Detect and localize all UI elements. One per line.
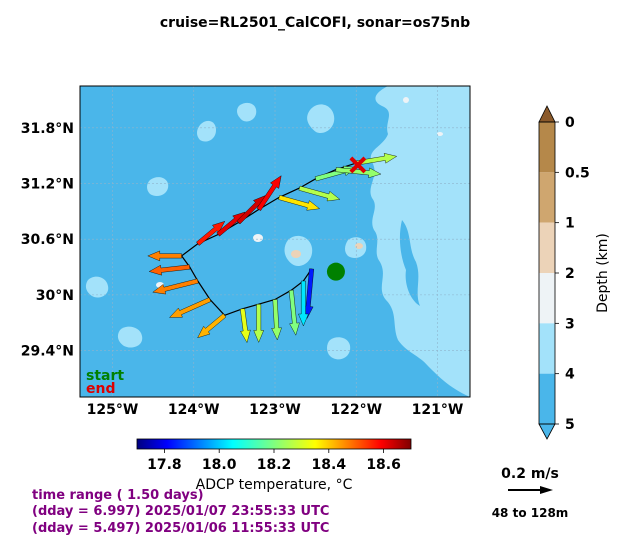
- temp-tick-label: 18.6: [366, 457, 401, 473]
- depth-colorbar-segment: [539, 122, 555, 173]
- temperature-colorbar-ticks: 17.8 18.0 18.2 18.4 18.6: [147, 449, 401, 473]
- chart-title: cruise=RL2501_CalCOFI, sonar=os75nb: [160, 15, 470, 31]
- depth-colorbar-segment: [539, 222, 555, 273]
- seamount-1: [291, 250, 301, 258]
- velocity-arrow: [147, 250, 182, 262]
- temperature-colorbar-label: ADCP temperature, °C: [196, 477, 353, 493]
- lat-tick-label: 30.6°N: [21, 232, 74, 248]
- velocity-arrow: [169, 297, 212, 318]
- time-info: time range ( 1.50 days) (dday = 6.997) 2…: [32, 488, 329, 536]
- bathymetry-patch-nw: [197, 120, 216, 142]
- legend-end: end: [86, 381, 115, 397]
- scale-arrow-key: 0.2 m/s 48 to 128m: [492, 466, 569, 520]
- depth-tick-label: 1: [565, 216, 575, 232]
- depth-colorbar-segment: [539, 323, 555, 374]
- seamount-5: [437, 132, 443, 136]
- depth-colorbar-segment: [539, 172, 555, 223]
- bathymetry-patch-west: [85, 276, 109, 298]
- scale-arrow: [508, 486, 553, 494]
- lon-tick-label: 123°W: [249, 402, 301, 418]
- depth-colorbar-ticks: 0 0.5 1 2 3 4 5: [555, 115, 590, 433]
- temp-tick-label: 18.0: [202, 457, 237, 473]
- temp-tick-label: 17.8: [147, 457, 182, 473]
- bathymetry-patch-s: [327, 337, 351, 360]
- time-range-line: time range ( 1.50 days): [32, 488, 204, 503]
- lat-tick-label: 29.4°N: [21, 344, 74, 360]
- map-data-layer: [147, 153, 398, 344]
- velocity-arrow: [335, 167, 382, 179]
- depth-colorbar-top-extend: [538, 105, 556, 123]
- depth-colorbar: 0 0.5 1 2 3 4 5 Depth (km): [538, 105, 611, 440]
- lon-tick-label: 122°W: [330, 402, 382, 418]
- bathymetry-patch-n2: [237, 102, 257, 122]
- depth-tick-label: 3: [565, 316, 575, 332]
- bathymetry-ridge-east: [399, 220, 420, 306]
- bathymetry-patch-north: [307, 104, 335, 134]
- time-start-line: (dday = 5.497) 2025/01/06 11:55:33 UTC: [32, 521, 329, 536]
- lon-tick-labels: 125°W 124°W 123°W 122°W 121°W: [87, 402, 464, 418]
- end-marker: [349, 156, 367, 174]
- velocity-arrow: [288, 289, 300, 336]
- map-grid: [80, 86, 470, 397]
- depth-colorbar-segment: [539, 373, 555, 424]
- bathymetry-patch-c: [147, 177, 169, 196]
- velocity-arrow: [240, 308, 251, 344]
- velocity-arrow: [196, 220, 226, 246]
- velocity-arrow: [271, 299, 282, 341]
- depth-tick-label: 5: [565, 417, 575, 433]
- temperature-colorbar-gradient: [136, 438, 412, 450]
- bathymetry-patch-e2: [345, 237, 367, 258]
- velocity-arrow: [253, 304, 264, 343]
- velocity-arrow: [298, 185, 341, 202]
- temp-tick-label: 18.2: [257, 457, 292, 473]
- velocity-arrow: [256, 175, 282, 211]
- depth-tick-label: 2: [565, 266, 575, 282]
- temperature-colorbar: 17.8 18.0 18.2 18.4 18.6 ADCP temperature, °…: [136, 438, 412, 493]
- velocity-arrow: [278, 195, 321, 211]
- depth-tick-label: 0: [565, 115, 575, 131]
- seamount-3: [253, 234, 263, 242]
- depth-tick-label: 0.5: [565, 165, 590, 181]
- lat-tick-labels: 31.8°N 31.2°N 30.6°N 30°N 29.4°N: [21, 121, 74, 360]
- bathymetry-shapes: [85, 86, 470, 397]
- velocity-arrow: [197, 313, 227, 339]
- seamount-4: [403, 97, 409, 103]
- depth-tick-label: 4: [565, 367, 575, 383]
- lat-tick-label: 31.8°N: [21, 121, 74, 137]
- map-frame: [79, 85, 471, 398]
- lat-tick-label: 30°N: [36, 288, 74, 304]
- bathymetry-shelf-east: [370, 86, 470, 397]
- scale-arrow-depth-range: 48 to 128m: [492, 506, 569, 520]
- depth-colorbar-segment: [539, 273, 555, 324]
- lat-tick-label: 31.2°N: [21, 176, 74, 192]
- seamount-2: [355, 243, 363, 249]
- legend-start: start: [86, 368, 124, 384]
- lon-tick-label: 121°W: [412, 402, 464, 418]
- map-panel: 31.8°N31.2°N30.6°N30°N29.4°N 125°W 124°W 1…: [21, 85, 471, 418]
- velocity-arrow: [152, 278, 199, 295]
- depth-colorbar-bottom-extend: [538, 423, 556, 440]
- velocity-arrow: [148, 264, 191, 276]
- bathymetry-patch-sw: [117, 326, 143, 348]
- start-marker: [326, 262, 345, 281]
- lon-tick-label: 125°W: [87, 402, 139, 418]
- depth-colorbar-label: Depth (km): [595, 233, 611, 313]
- temp-tick-label: 18.4: [312, 457, 347, 473]
- time-end-line: (dday = 6.997) 2025/01/07 23:55:33 UTC: [32, 504, 329, 519]
- depth-colorbar-segments: [539, 122, 555, 424]
- velocity-arrow: [298, 280, 309, 327]
- lon-tick-label: 124°W: [168, 402, 220, 418]
- ship-track: [180, 162, 357, 317]
- scale-arrow-label: 0.2 m/s: [501, 466, 559, 482]
